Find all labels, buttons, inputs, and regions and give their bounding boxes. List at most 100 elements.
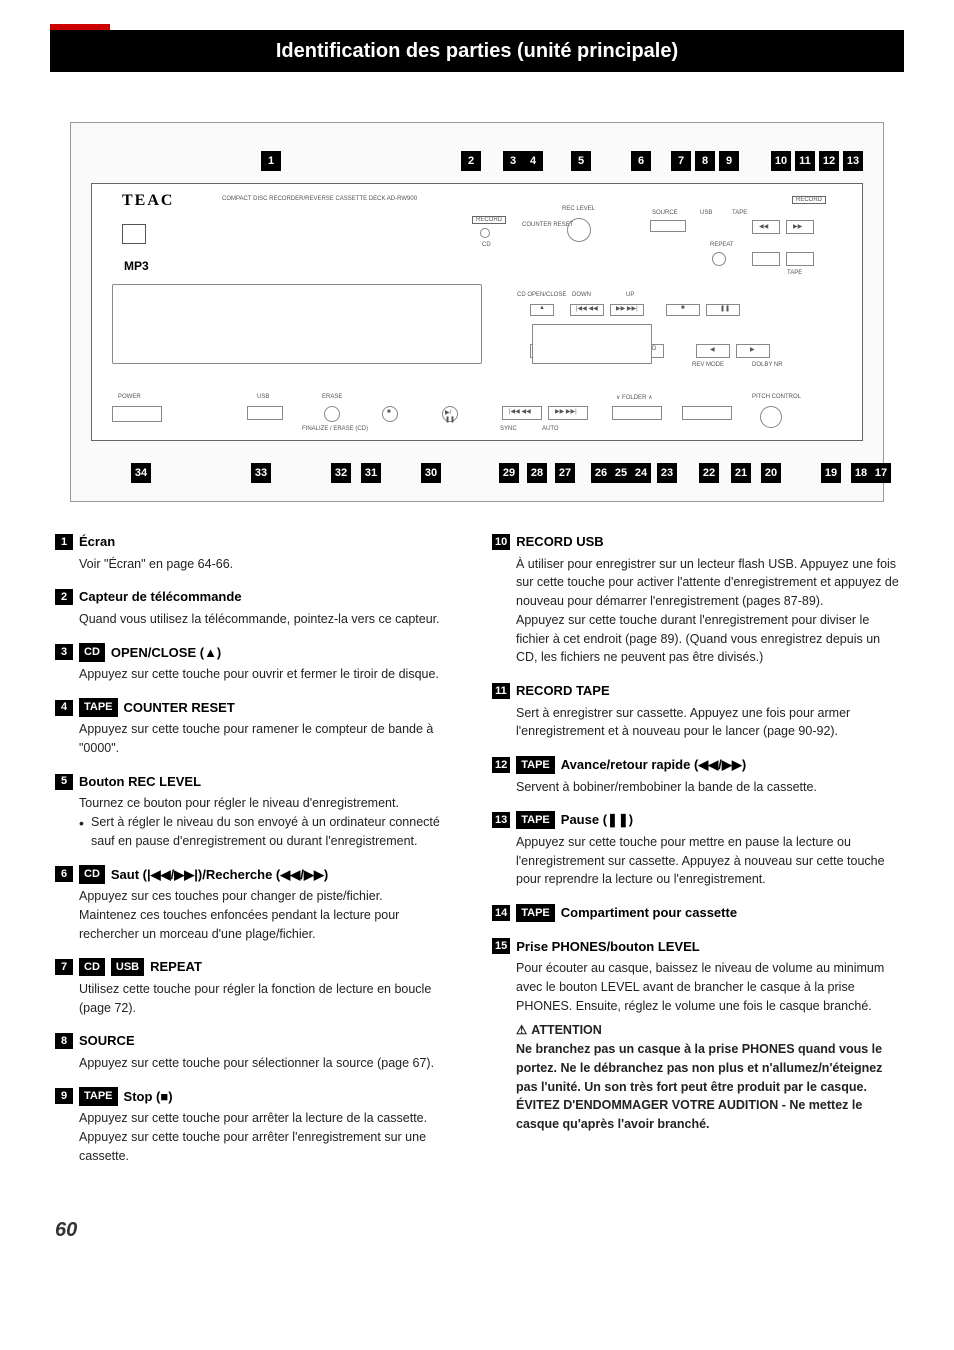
item-body: Voir "Écran" en page 64-66. (79, 555, 462, 574)
cassette-area (532, 324, 652, 364)
attention-text: ÉVITEZ D'ENDOMMAGER VOTRE AUDITION - Ne … (516, 1096, 899, 1134)
pitch-knob[interactable] (760, 406, 782, 428)
rec-level-label: REC LEVEL (562, 206, 595, 212)
callout-19: 19 (821, 463, 841, 483)
item-12: 12TAPEAvance/retour rapide (◀◀/▶▶)Serven… (492, 755, 899, 796)
item-2: 2Capteur de télécommande Quand vous utili… (55, 587, 462, 628)
item-text: Appuyez sur cette touche pour arrêter l'… (79, 1128, 462, 1166)
tag-cd: CD (79, 865, 105, 884)
item-body: Sert à enregistrer sur cassette. Appuyez… (516, 704, 899, 742)
item-head: 14TAPECompartiment pour cassette (492, 903, 899, 923)
item-body: Appuyez sur cette touche pour sélectionn… (79, 1054, 462, 1073)
item-text: Servent à bobiner/rembobiner la bande de… (516, 778, 899, 797)
callout-34: 34 (131, 463, 151, 483)
item-bullet: Sert à régler le niveau du son envoyé à … (79, 813, 462, 851)
callout-11: 11 (795, 151, 815, 171)
item-head: 13TAPEPause (❚❚) (492, 810, 899, 830)
callout-21: 21 (731, 463, 751, 483)
repeat-button[interactable] (712, 252, 726, 266)
cd-label: CD (482, 242, 491, 248)
attention-label: ATTENTION (516, 1021, 899, 1040)
ff-button[interactable]: ▶▶ (786, 220, 814, 234)
item-text: Appuyez sur ces touches pour changer de … (79, 887, 462, 906)
item-number: 14 (492, 905, 510, 921)
prev-button[interactable]: |◀◀ ◀◀ (570, 304, 604, 316)
up-label: UP (626, 292, 634, 298)
callout-30: 30 (421, 463, 441, 483)
callout-6: 6 (631, 151, 651, 171)
mp3-badge: MP3 (124, 259, 149, 273)
item-title: RECORD TAPE (516, 681, 610, 701)
tape-ff-button[interactable] (786, 252, 814, 266)
eject-button[interactable]: ▲ (530, 304, 554, 316)
item-body: Appuyez sur ces touches pour changer de … (79, 887, 462, 943)
skip-fwd-button[interactable]: ▶▶ ▶▶| (548, 406, 588, 420)
next-button[interactable]: ▶▶ ▶▶| (610, 304, 644, 316)
source-button[interactable] (650, 220, 686, 232)
item-text: Appuyez sur cette touche durant l'enregi… (516, 611, 899, 667)
folder-slider[interactable] (612, 406, 662, 420)
item-number: 6 (55, 866, 73, 882)
tape-rew-button[interactable] (752, 252, 780, 266)
tag-tape: TAPE (516, 904, 555, 923)
item-text: Appuyez sur cette touche pour sélectionn… (79, 1054, 462, 1073)
power-button[interactable] (112, 406, 162, 422)
cd-stop-button[interactable]: ■ (666, 304, 700, 316)
item-head: 15Prise PHONES/bouton LEVEL (492, 937, 899, 957)
item-number: 8 (55, 1033, 73, 1049)
cd-tray[interactable] (112, 284, 482, 364)
folder-label: ∨ FOLDER ∧ (616, 394, 652, 401)
tape-fwd2-button[interactable]: ▶ (736, 344, 770, 358)
item-head: 3CDOPEN/CLOSE (▲) (55, 643, 462, 663)
skip-back-button[interactable]: |◀◀ ◀◀ (502, 406, 542, 420)
item-text: Maintenez ces touches enfoncées pendant … (79, 906, 462, 944)
callout-2: 2 (461, 151, 481, 171)
item-text: Appuyez sur cette touche pour ouvrir et … (79, 665, 462, 684)
callout-4: 4 (523, 151, 543, 171)
item-head: 4TAPECOUNTER RESET (55, 698, 462, 718)
section-title: Identification des parties (unité princi… (276, 40, 678, 63)
callout-23: 23 (657, 463, 677, 483)
item-number: 13 (492, 812, 510, 828)
item-8: 8SOURCEAppuyez sur cette touche pour sél… (55, 1031, 462, 1072)
item-text: Pour écouter au casque, baissez le nivea… (516, 959, 899, 1015)
usb-port[interactable] (247, 406, 283, 420)
item-14: 14TAPECompartiment pour cassette (492, 903, 899, 923)
pitch-label: PITCH CONTROL (752, 394, 801, 400)
item-number: 7 (55, 959, 73, 975)
stop-cd-button[interactable]: ■ (382, 406, 398, 422)
item-text: Appuyez sur cette touche pour mettre en … (516, 833, 899, 889)
item-3: 3CDOPEN/CLOSE (▲) Appuyez sur cette touch… (55, 643, 462, 684)
item-number: 1 (55, 534, 73, 550)
item-head: 10RECORD USB (492, 532, 899, 552)
open-close-label: CD OPEN/CLOSE (517, 292, 566, 298)
item-9: 9TAPEStop (■)Appuyez sur cette touche po… (55, 1087, 462, 1166)
callout-13: 13 (843, 151, 863, 171)
item-body: Utilisez cette touche pour régler la fon… (79, 980, 462, 1018)
callout-27: 27 (555, 463, 575, 483)
item-head: 6 CD Saut (|◀◀/▶▶|)/Recherche (◀◀/▶▶) (55, 865, 462, 885)
item-6: 6 CD Saut (|◀◀/▶▶|)/Recherche (◀◀/▶▶) Appuy… (55, 865, 462, 944)
item-head: 2Capteur de télécommande (55, 587, 462, 607)
item-text: Tournez ce bouton pour régler le niveau … (79, 794, 462, 813)
callout-22: 22 (699, 463, 719, 483)
callout-1: 1 (261, 151, 281, 171)
callout-33: 33 (251, 463, 271, 483)
callout-24: 24 (631, 463, 651, 483)
slider-2[interactable] (682, 406, 732, 420)
item-body: Quand vous utilisez la télécommande, poi… (79, 610, 462, 629)
play-cd-button[interactable]: ▶/❚❚ (442, 406, 458, 422)
erase-button[interactable] (324, 406, 340, 422)
item-text: Appuyez sur cette touche pour arrêter la… (79, 1109, 462, 1128)
rew-button[interactable]: ◀◀ (752, 220, 780, 234)
cd-pause-button[interactable]: ❚❚ (706, 304, 740, 316)
item-number: 10 (492, 534, 510, 550)
tape-rew2-button[interactable]: ◀ (696, 344, 730, 358)
callout-20: 20 (761, 463, 781, 483)
rev-mode-label: REV MODE (692, 362, 724, 368)
item-number: 15 (492, 938, 510, 954)
item-title: Saut (|◀◀/▶▶|)/Recherche (◀◀/▶▶) (111, 865, 328, 885)
dolby-label: DOLBY NR (752, 362, 783, 368)
item-number: 2 (55, 589, 73, 605)
tag-tape: TAPE (516, 756, 555, 775)
